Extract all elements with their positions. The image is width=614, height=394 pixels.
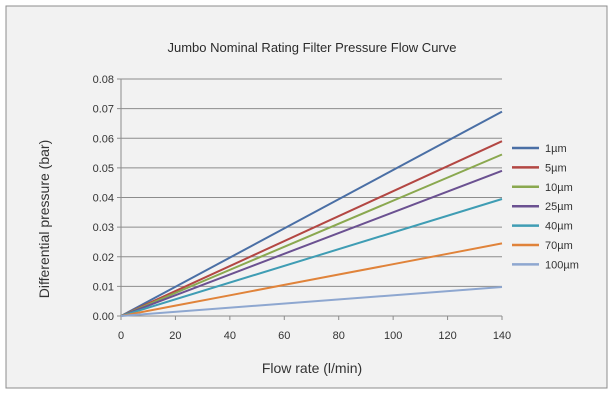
series-line-70µm [120, 242, 503, 317]
legend-label: 10µm [545, 182, 573, 194]
legend-label: 1µm [545, 143, 567, 155]
y-tick-label: 0.04 [93, 193, 114, 205]
x-tick-labels: 0 20 40 60 80 100 120 140 [118, 330, 511, 342]
y-tick-labels: 0.00 0.01 0.02 0.03 0.04 0.05 0.06 0.07 0.08 [93, 74, 114, 323]
x-tick-label: 100 [384, 330, 402, 342]
series-line-40µm [120, 198, 503, 317]
legend: 1µm 5µm 10µm 25µm 40µm 70µm 100µm [512, 143, 579, 271]
y-axis-label: Differential pressure (bar) [36, 140, 52, 298]
x-tick-label: 20 [169, 330, 181, 342]
legend-label: 40µm [545, 221, 573, 233]
x-axis-label: Flow rate (l/min) [262, 360, 362, 376]
x-tick-label: 40 [224, 330, 236, 342]
chart-title: Jumbo Nominal Rating Filter Pressure Flo… [168, 40, 457, 55]
legend-label: 70µm [545, 240, 573, 252]
legend-label: 25µm [545, 201, 573, 213]
series-line-5µm [120, 140, 503, 317]
y-tick-label: 0.02 [93, 252, 114, 264]
series-line-100µm [120, 286, 503, 317]
legend-label: 100µm [545, 259, 579, 271]
y-tick-label: 0.03 [93, 222, 114, 234]
y-tick-label: 0.06 [93, 133, 114, 145]
y-tick-label: 0.01 [93, 281, 114, 293]
x-tick-label: 80 [333, 330, 345, 342]
axes [117, 78, 503, 320]
y-tick-label: 0.08 [93, 74, 114, 86]
legend-label: 5µm [545, 162, 567, 174]
x-tick-label: 140 [493, 330, 511, 342]
x-tick-label: 120 [438, 330, 456, 342]
y-tick-label: 0.07 [93, 104, 114, 116]
series-line-25µm [120, 169, 503, 317]
series-lines [120, 110, 503, 317]
y-tick-label: 0.05 [93, 163, 114, 175]
y-tick-label: 0.00 [93, 311, 114, 323]
x-tick-label: 60 [278, 330, 290, 342]
x-tick-label: 0 [118, 330, 124, 342]
series-line-10µm [120, 153, 503, 317]
series-line-1µm [120, 110, 503, 317]
